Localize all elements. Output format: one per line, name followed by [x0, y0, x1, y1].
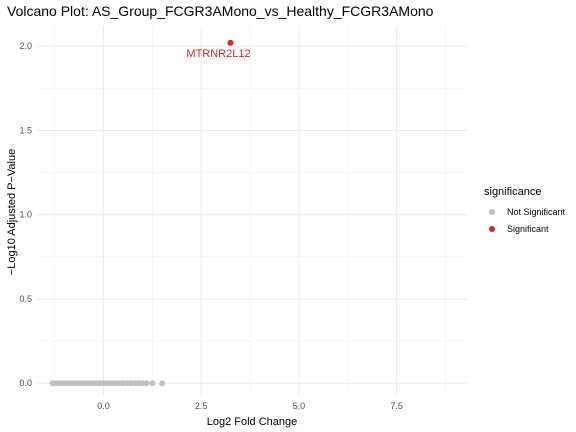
y-axis-ticks: 0.0 0.5 1.0 1.5 2.0	[19, 41, 32, 388]
chart-title: Volcano Plot: AS_Group_FCGR3AMono_vs_Hea…	[7, 3, 434, 19]
legend-label: Significant	[507, 224, 549, 234]
data-point	[149, 380, 156, 387]
plot-grid	[37, 26, 467, 395]
x-axis-ticks: 0.0 2.5 5.0 7.5	[97, 401, 403, 411]
x-axis-title: Log2 Fold Change	[207, 416, 298, 428]
data-point	[143, 380, 150, 387]
y-tick-label: 1.5	[19, 125, 32, 135]
legend-title: significance	[484, 186, 541, 198]
y-tick-label: 0.5	[19, 294, 32, 304]
x-tick-label: 0.0	[97, 401, 110, 411]
legend-key	[489, 226, 495, 232]
data-point	[227, 39, 234, 46]
data-points	[49, 39, 234, 387]
legend: significance Not Significant Significant	[484, 186, 566, 234]
data-point	[159, 380, 166, 387]
x-tick-label: 2.5	[195, 401, 208, 411]
point-annotation: MTRNR2L12	[186, 48, 250, 60]
x-tick-label: 7.5	[390, 401, 403, 411]
y-axis-title: −Log10 Adjusted P−Value	[6, 149, 18, 275]
x-tick-label: 5.0	[293, 401, 306, 411]
legend-label: Not Significant	[507, 207, 566, 217]
y-tick-label: 0.0	[19, 378, 32, 388]
legend-key	[489, 209, 495, 215]
y-tick-label: 2.0	[19, 41, 32, 51]
y-tick-label: 1.0	[19, 210, 32, 220]
point-annotations: MTRNR2L12	[186, 48, 250, 60]
